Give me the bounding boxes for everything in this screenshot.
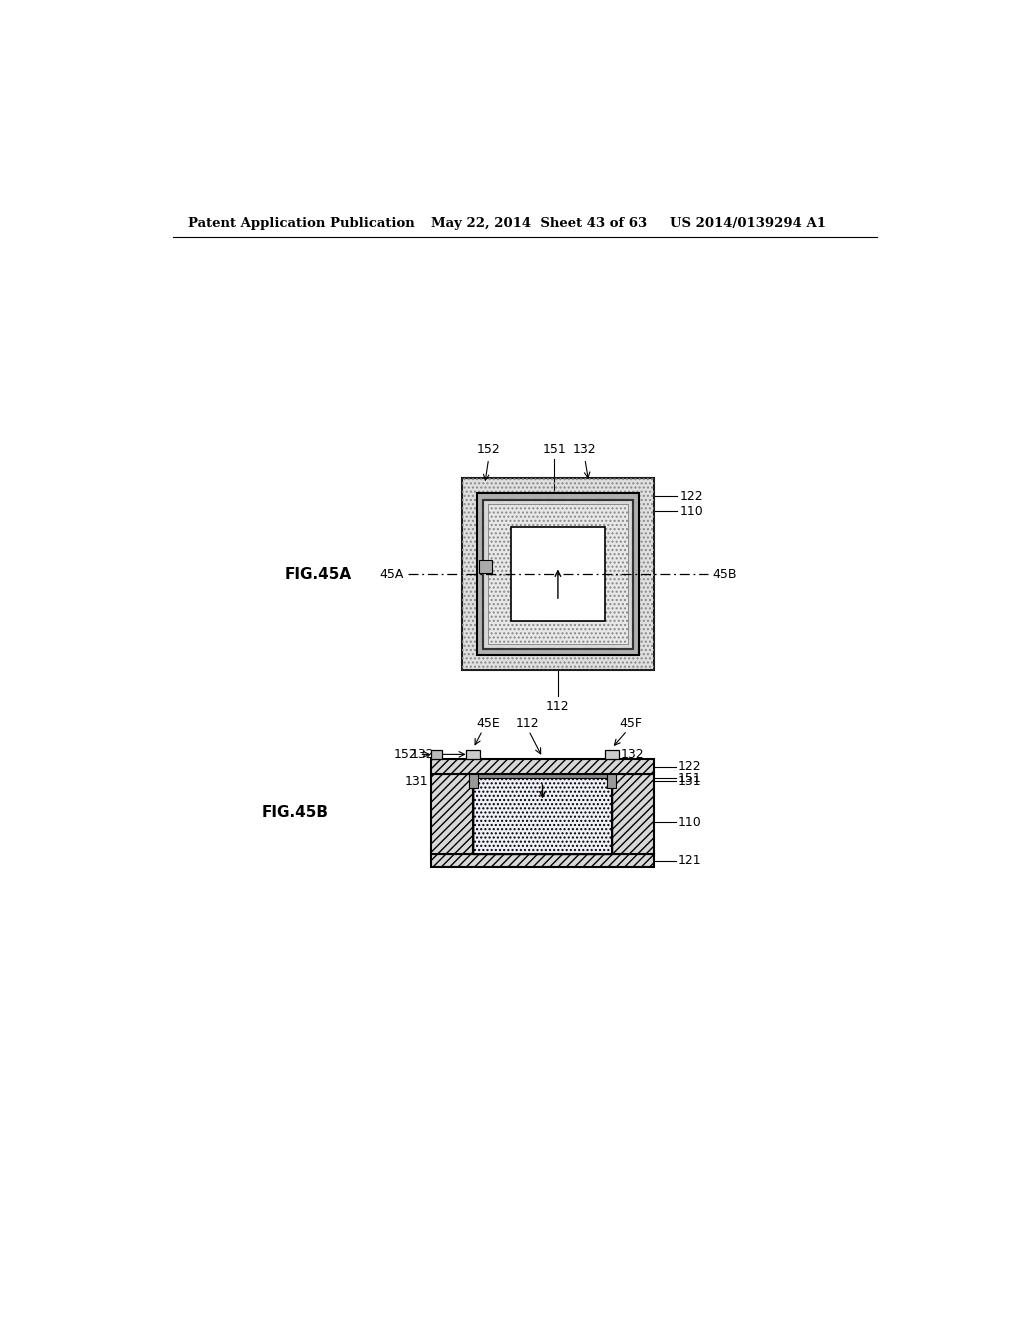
Text: 131: 131 <box>677 775 700 788</box>
Text: 112: 112 <box>546 700 569 713</box>
Bar <box>611 775 654 854</box>
Bar <box>431 854 654 867</box>
Text: 131: 131 <box>404 775 429 788</box>
Bar <box>478 560 493 573</box>
Text: FIG.45A: FIG.45A <box>285 566 351 582</box>
Bar <box>487 504 628 644</box>
Text: 110: 110 <box>677 816 701 829</box>
Text: 132: 132 <box>573 444 597 457</box>
Text: 121: 121 <box>677 854 700 867</box>
Bar <box>431 775 473 854</box>
Bar <box>483 499 633 649</box>
Text: 122: 122 <box>680 490 703 503</box>
Text: 110: 110 <box>680 504 703 517</box>
Text: 45B: 45B <box>712 568 736 581</box>
Text: 132: 132 <box>411 748 435 760</box>
Bar <box>469 775 478 788</box>
Bar <box>473 775 611 779</box>
Text: 112: 112 <box>515 717 539 730</box>
Text: May 22, 2014  Sheet 43 of 63: May 22, 2014 Sheet 43 of 63 <box>431 218 647 231</box>
Bar <box>431 759 654 775</box>
Text: 152: 152 <box>477 444 501 457</box>
Text: 45F: 45F <box>620 717 643 730</box>
Text: FIG.45B: FIG.45B <box>261 805 329 821</box>
Text: 45A: 45A <box>380 568 403 581</box>
Text: 132: 132 <box>621 748 645 760</box>
Bar <box>473 775 611 854</box>
Bar <box>466 750 480 759</box>
Bar <box>607 775 616 788</box>
Text: 151: 151 <box>677 772 701 785</box>
Bar <box>462 478 654 671</box>
Text: US 2014/0139294 A1: US 2014/0139294 A1 <box>670 218 825 231</box>
Bar <box>462 478 654 671</box>
Text: 45E: 45E <box>477 717 501 730</box>
Bar <box>487 504 628 644</box>
Bar <box>473 775 611 854</box>
Bar <box>477 494 639 655</box>
Bar <box>431 750 441 759</box>
Bar <box>511 527 605 622</box>
Text: Patent Application Publication: Patent Application Publication <box>188 218 415 231</box>
Bar <box>605 750 618 759</box>
Text: 152: 152 <box>393 748 417 760</box>
Text: 122: 122 <box>677 760 700 774</box>
Text: 151: 151 <box>542 444 566 457</box>
